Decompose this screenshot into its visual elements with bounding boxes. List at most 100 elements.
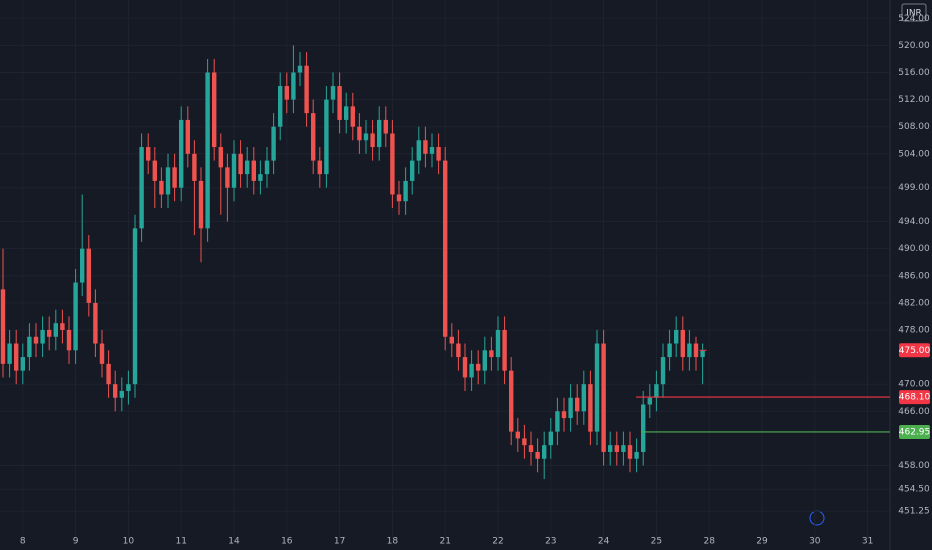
- candle-body: [462, 357, 468, 378]
- candle-body: [693, 343, 699, 358]
- candle-body: [231, 153, 237, 188]
- candle-body: [337, 86, 342, 120]
- candle-body: [238, 153, 243, 175]
- candle-body: [73, 282, 78, 351]
- candle-body: [429, 147, 435, 154]
- candle-body: [53, 323, 58, 337]
- price-badge: [899, 343, 930, 358]
- candle-body: [205, 72, 210, 229]
- candle-body: [20, 357, 25, 371]
- y-tick-label: 494.00: [898, 217, 930, 227]
- candle-body: [106, 363, 111, 385]
- candle-body: [33, 336, 39, 344]
- x-tick-label: 9: [73, 537, 79, 547]
- candle-body: [601, 343, 606, 452]
- candle-body: [271, 126, 276, 161]
- candle-body: [80, 248, 85, 283]
- price-badge: [899, 424, 930, 439]
- candle-body: [66, 329, 72, 351]
- candle-body: [423, 140, 428, 154]
- candle-body: [126, 384, 131, 391]
- candle-body: [588, 384, 593, 432]
- candle-body: [218, 147, 223, 168]
- y-tick-label: 486.00: [898, 271, 930, 281]
- candle-body: [476, 363, 481, 371]
- candle-body: [614, 445, 619, 452]
- candle-body: [674, 329, 679, 344]
- candle-body: [159, 180, 164, 195]
- candle-body: [700, 350, 705, 358]
- candle-body: [60, 323, 65, 330]
- candle-body: [443, 160, 448, 337]
- y-tick-label: 451.25: [898, 507, 930, 517]
- candle-body: [634, 451, 639, 459]
- candle-body: [146, 147, 151, 161]
- x-tick-label: 17: [334, 537, 345, 547]
- currency[interactable]: INR: [906, 9, 922, 19]
- y-tick-label: 516.00: [898, 68, 930, 78]
- y-tick-label: 470.00: [898, 380, 930, 390]
- currency-box[interactable]: [901, 3, 927, 22]
- candle-body: [40, 329, 45, 344]
- candle-body: [608, 445, 613, 452]
- x-tick-label: 25: [651, 537, 662, 547]
- x-tick-label: 24: [598, 537, 610, 547]
- candle-body: [225, 167, 230, 188]
- candle-body: [449, 336, 454, 344]
- candle-body: [245, 160, 250, 175]
- candle-body: [581, 384, 586, 412]
- candle-body: [344, 106, 349, 120]
- candle-body: [179, 119, 184, 188]
- candle-body: [561, 411, 567, 419]
- candle-body: [291, 72, 296, 100]
- x-tick-label: 29: [756, 537, 768, 547]
- price-label: 468.10: [899, 393, 931, 403]
- candle-body: [482, 350, 487, 371]
- candle-body: [680, 329, 685, 358]
- candle-body: [403, 180, 408, 202]
- y-tick-label: 478.00: [898, 325, 930, 335]
- candle-body: [594, 343, 600, 432]
- candle-body: [264, 160, 270, 175]
- candle-body: [14, 343, 19, 371]
- candle-body: [132, 228, 138, 385]
- y-tick-label: 512.00: [898, 95, 930, 105]
- candle-body: [251, 160, 256, 181]
- candle-body: [667, 343, 672, 358]
- candle-body: [139, 147, 144, 229]
- candle-body: [185, 119, 190, 154]
- candle-body: [363, 133, 369, 141]
- candle-body: [377, 119, 382, 148]
- candle-body: [627, 445, 633, 459]
- candle-body: [330, 86, 336, 100]
- candle-body: [528, 445, 534, 452]
- candle-body: [278, 86, 283, 127]
- candle-body: [350, 106, 355, 127]
- candle-body: [522, 438, 527, 446]
- candle-body: [495, 329, 501, 358]
- candle-body: [641, 404, 646, 452]
- candle-body: [436, 147, 441, 161]
- candle-body: [390, 133, 395, 195]
- candle-body: [357, 126, 362, 141]
- candle-body: [416, 140, 421, 161]
- candle-body: [568, 397, 573, 419]
- candle-body: [304, 65, 309, 114]
- candle-body: [198, 180, 204, 229]
- candle-body: [113, 384, 118, 398]
- candle-body: [548, 431, 553, 446]
- candle-body: [297, 65, 303, 73]
- candle-body: [383, 119, 388, 134]
- x-tick-label: 28: [703, 537, 715, 547]
- candle-body: [324, 99, 329, 175]
- candle-body: [456, 343, 461, 358]
- candle-body: [172, 167, 177, 188]
- x-tick-label: 14: [228, 537, 240, 547]
- y-tick-label: 520.00: [898, 41, 930, 51]
- candle-body: [687, 343, 692, 358]
- price-label: 462.95: [899, 427, 931, 437]
- candle-body: [515, 431, 520, 439]
- candle-body: [0, 289, 6, 364]
